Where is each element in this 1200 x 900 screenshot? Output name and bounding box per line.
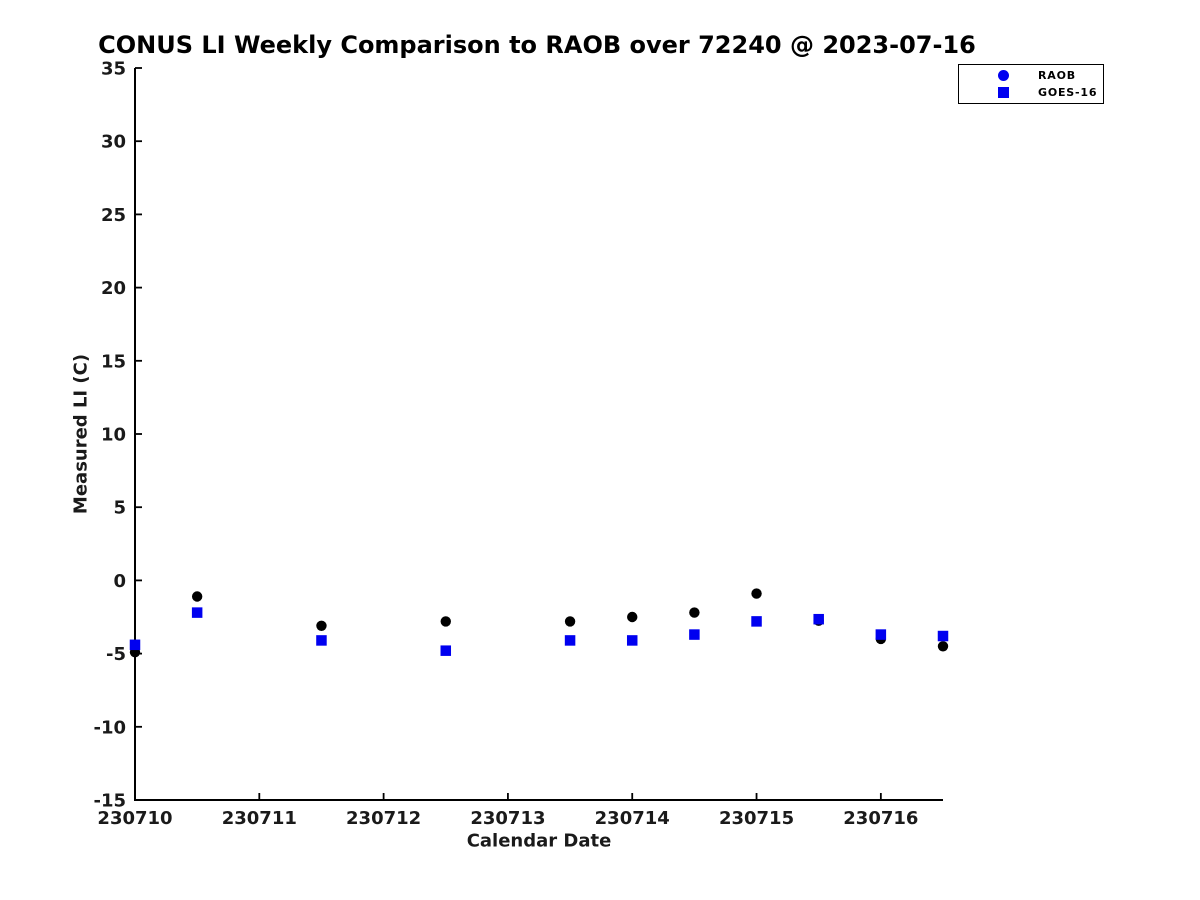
y-tick-label: -10 (93, 717, 126, 738)
data-point-circle (440, 616, 451, 627)
x-tick-label: 230712 (346, 808, 421, 829)
data-point-square (564, 635, 576, 646)
legend-label: GOES-16 (1038, 86, 1098, 100)
y-tick-label: 5 (113, 498, 126, 519)
legend-label: RAOB (1038, 68, 1076, 82)
x-tick-label: 230710 (97, 808, 172, 829)
series-RAOB (129, 588, 949, 658)
data-point-square (875, 629, 887, 640)
data-point-square (626, 635, 638, 646)
data-point-square (440, 645, 452, 656)
x-tick-label: 230714 (595, 808, 670, 829)
y-tick-label: -15 (93, 791, 126, 812)
x-axis: 230710 230711 230712 230713 230714 230715 2307… (97, 793, 918, 829)
legend: RAOB GOES-16 (958, 64, 1104, 104)
x-tick-label: 230715 (719, 808, 794, 829)
legend-square-icon (998, 87, 1009, 99)
data-point-circle (191, 591, 203, 602)
series-GOES-16 (129, 607, 949, 656)
y-tick-label: 20 (101, 278, 126, 299)
data-point-square (751, 616, 762, 627)
data-point-circle (316, 620, 327, 631)
data-point-circle (564, 616, 576, 627)
data-point-square (129, 639, 141, 651)
y-tick-label: 35 (101, 59, 126, 80)
legend-circle-icon (998, 69, 1009, 81)
data-point-square (937, 630, 949, 642)
y-tick-label: 25 (101, 205, 126, 226)
y-tick-label: 10 (101, 425, 126, 446)
y-tick-label: 15 (101, 351, 126, 372)
x-axis-label: Calendar Date (466, 830, 612, 852)
data-point-circle (627, 611, 638, 623)
legend-entry-goes-16: GOES-16 (959, 85, 1103, 100)
legend-entry-raob: RAOB (959, 68, 1103, 83)
data-point-circle (689, 607, 700, 618)
chart-title: CONUS LI Weekly Comparison to RAOB over … (98, 31, 976, 59)
x-tick-label: 230716 (843, 808, 918, 829)
data-point-circle (751, 588, 762, 599)
data-point-square (191, 607, 203, 618)
data-point-square (813, 613, 824, 625)
data-point-square (689, 629, 700, 640)
y-tick-label: -5 (106, 644, 126, 665)
y-tick-label: 30 (101, 132, 126, 153)
x-tick-label: 230713 (470, 808, 545, 829)
data-point-circle (937, 641, 949, 652)
y-axis: 35 30 25 20 15 10 5 0 -5 -10 -15 (93, 59, 142, 812)
x-tick-label: 230711 (222, 808, 297, 829)
axis-spines (134, 68, 943, 801)
data-point-square (316, 635, 327, 646)
y-tick-label: 0 (113, 571, 126, 592)
